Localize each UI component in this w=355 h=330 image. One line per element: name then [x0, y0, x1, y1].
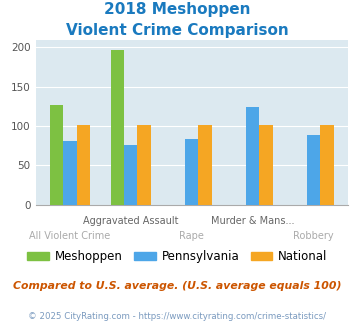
- Bar: [63, 141, 77, 205]
- Bar: [246, 107, 260, 205]
- Bar: [320, 125, 334, 205]
- Text: 2018 Meshoppen: 2018 Meshoppen: [104, 2, 251, 16]
- Legend: Meshoppen, Pennsylvania, National: Meshoppen, Pennsylvania, National: [23, 245, 332, 268]
- Bar: [137, 125, 151, 205]
- Text: Compared to U.S. average. (U.S. average equals 100): Compared to U.S. average. (U.S. average …: [13, 281, 342, 291]
- Bar: [111, 50, 124, 205]
- Bar: [77, 125, 90, 205]
- Bar: [124, 145, 137, 205]
- Text: Murder & Mans...: Murder & Mans...: [211, 216, 294, 226]
- Bar: [260, 125, 273, 205]
- Text: © 2025 CityRating.com - https://www.cityrating.com/crime-statistics/: © 2025 CityRating.com - https://www.city…: [28, 312, 327, 321]
- Bar: [198, 125, 212, 205]
- Bar: [50, 105, 63, 205]
- Text: Rape: Rape: [179, 231, 204, 241]
- Bar: [307, 135, 320, 205]
- Text: All Violent Crime: All Violent Crime: [29, 231, 110, 241]
- Bar: [185, 139, 198, 205]
- Text: Violent Crime Comparison: Violent Crime Comparison: [66, 23, 289, 38]
- Text: Aggravated Assault: Aggravated Assault: [83, 216, 179, 226]
- Text: Robbery: Robbery: [293, 231, 334, 241]
